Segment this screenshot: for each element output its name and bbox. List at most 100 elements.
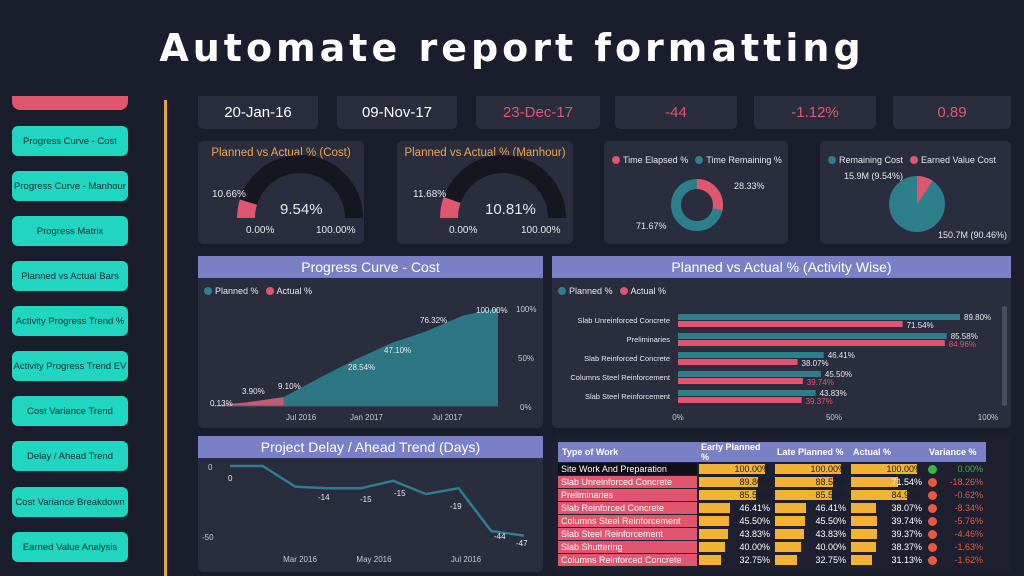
delay-trend-title: Project Delay / Ahead Trend (Days)	[198, 436, 543, 458]
sidebar-item-delay-ahead-trend[interactable]: Delay / Ahead Trend	[12, 441, 128, 471]
y-tick-label: 100%	[516, 305, 536, 314]
legend-swatch	[612, 156, 620, 164]
work-table: Type of Work Early Planned % Late Planne…	[558, 441, 986, 567]
gauge-cost-chart	[237, 155, 363, 219]
cell-value: 100.00%	[810, 464, 846, 474]
activity-chart-panel: Planned vs Actual % (Activity Wise) Plan…	[552, 256, 1011, 428]
legend-swatch	[558, 287, 566, 295]
point-label: -15	[394, 489, 406, 498]
gauge-cost-card: Planned vs Actual % (Cost) 10.66% 9.54% …	[198, 141, 364, 244]
col-variance[interactable]: Variance %	[925, 442, 986, 462]
table-row[interactable]: Slab Reinforced Concrete 46.41% 46.41% 38.0…	[558, 502, 986, 514]
sidebar-item-progress-curve-cost[interactable]: Progress Curve - Cost	[12, 126, 128, 156]
cell-late-planned: 88.53%	[773, 476, 849, 488]
cell-value: 89.80%	[739, 477, 770, 487]
activity-chart: Slab Unreinforced Concrete 89.80% 71.54% Pr…	[570, 313, 998, 422]
cell-data-bar	[851, 542, 877, 552]
x-tick-label: 0%	[672, 413, 684, 422]
col-type-of-work[interactable]: Type of Work	[558, 442, 697, 462]
cell-type-of-work: Slab Shuttering	[558, 541, 697, 553]
sidebar-item-planned-vs-actual-bars[interactable]: Planned vs Actual Bars	[12, 261, 128, 291]
table-row[interactable]: Slab Shuttering 40.00% 40.00% 38.37% -1.63%	[558, 541, 986, 553]
cell-early-planned: 45.50%	[697, 515, 773, 527]
gauge-manhour-chart	[440, 155, 566, 219]
legend-label: Remaining Cost	[839, 155, 904, 165]
actual-bar	[678, 321, 903, 327]
sidebar-item-cut-off[interactable]	[12, 96, 128, 110]
kpi-value: 20-Jan-16	[224, 104, 292, 121]
point-label: -19	[450, 502, 462, 511]
point-label: 0	[228, 474, 233, 483]
activity-chart-scrollbar[interactable]	[1002, 306, 1007, 406]
delay-trend-panel: Project Delay / Ahead Trend (Days) 0 -50 0…	[198, 436, 543, 572]
status-indicator-icon	[928, 504, 937, 514]
actual-data-label: 71.54%	[907, 321, 934, 330]
sidebar-item-cost-variance-trend[interactable]: Cost Variance Trend	[12, 396, 128, 426]
table-row[interactable]: Slab Steel Reinforcement 43.83% 43.83% 39.3…	[558, 528, 986, 540]
cell-data-bar	[699, 503, 730, 513]
x-tick-label: 100%	[978, 413, 998, 422]
sidebar-item-progress-curve-manhour[interactable]: Progress Curve - Manhour	[12, 171, 128, 201]
cell-variance: -5.76%	[925, 515, 986, 527]
sidebar-item-cost-variance-breakdown[interactable]: Cost Variance Breakdown	[12, 487, 128, 517]
activity-chart-legend: Planned % Actual %	[558, 286, 666, 296]
point-label: 9.10%	[278, 382, 301, 391]
cell-actual: 39.37%	[849, 528, 925, 540]
table-row[interactable]: Slab Unreinforced Concrete 89.80% 88.53% 71…	[558, 476, 986, 488]
cell-value: 32.75%	[739, 555, 770, 565]
variance-value: -1.63%	[954, 541, 983, 552]
actual-data-label: 39.74%	[807, 378, 834, 387]
planned-data-label: 89.80%	[964, 313, 991, 322]
cell-early-planned: 32.75%	[697, 554, 773, 566]
col-late-planned[interactable]: Late Planned %	[773, 442, 849, 462]
point-label: -14	[318, 493, 330, 502]
table-row[interactable]: Site Work And Preparation 100.00% 100.00% 1…	[558, 463, 986, 475]
cell-data-bar	[775, 542, 802, 552]
legend-label: Actual %	[630, 286, 667, 296]
legend-swatch	[828, 156, 836, 164]
sidebar-item-earned-value-analysis[interactable]: Earned Value Analysis	[12, 532, 128, 562]
category-label: Slab Steel Reinforcement	[585, 392, 671, 401]
kpi-value: -44	[665, 104, 687, 121]
x-tick-label: May 2016	[356, 555, 392, 564]
cell-data-bar	[699, 516, 729, 526]
cell-actual: 39.74%	[849, 515, 925, 527]
cell-actual: 38.37%	[849, 541, 925, 553]
category-label: Preliminaries	[627, 335, 671, 344]
variance-value: -1.62%	[954, 554, 983, 565]
table-row[interactable]: Columns Steel Reinforcement 45.50% 45.50% 3…	[558, 515, 986, 527]
cell-early-planned: 85.58%	[697, 489, 773, 501]
gauge-track	[440, 155, 566, 219]
point-label: 100.00%	[476, 306, 508, 315]
actual-bar	[678, 359, 798, 365]
col-early-planned[interactable]: Early Planned %	[697, 442, 773, 462]
actual-bar	[678, 340, 945, 346]
status-indicator-icon	[928, 478, 937, 488]
gauge-min-label: 0.00%	[449, 225, 478, 236]
cell-data-bar	[851, 464, 917, 474]
variance-value: -18.26%	[949, 476, 983, 487]
sidebar-item-activity-progress-trend-pct[interactable]: Activity Progress Trend %	[12, 306, 128, 336]
cell-actual: 38.07%	[849, 502, 925, 514]
cell-early-planned: 43.83%	[697, 528, 773, 540]
table-row[interactable]: Preliminaries 85.58% 85.58% 84.96% -0.62%	[558, 489, 986, 501]
planned-bar	[678, 390, 816, 396]
pie-earned-label: 15.9M (9.54%)	[844, 171, 904, 181]
cell-value: 100.00%	[886, 464, 922, 474]
pie-remaining-label: 150.7M (90.46%)	[938, 230, 1008, 240]
cell-actual: 84.96%	[849, 489, 925, 501]
cell-value: 85.58%	[815, 490, 846, 500]
planned-data-label: 85.58%	[951, 332, 978, 341]
legend-swatch	[910, 156, 919, 164]
col-actual[interactable]: Actual %	[849, 442, 925, 462]
actual-bar	[678, 378, 803, 384]
sidebar-item-progress-matrix[interactable]: Progress Matrix	[12, 216, 128, 246]
kpi-delay-days: -44	[615, 96, 737, 129]
cell-data-bar	[699, 555, 721, 565]
progress-curve-title: Progress Curve - Cost	[198, 256, 543, 278]
table-row[interactable]: Columns Reinforced Concrete 32.75% 32.75% 3…	[558, 554, 986, 566]
legend-swatch	[265, 287, 274, 295]
cell-variance: -0.62%	[925, 489, 986, 501]
sidebar-item-activity-progress-trend-ev[interactable]: Activity Progress Trend EV	[12, 351, 128, 381]
gauge-max-label: 100.00%	[521, 225, 561, 236]
